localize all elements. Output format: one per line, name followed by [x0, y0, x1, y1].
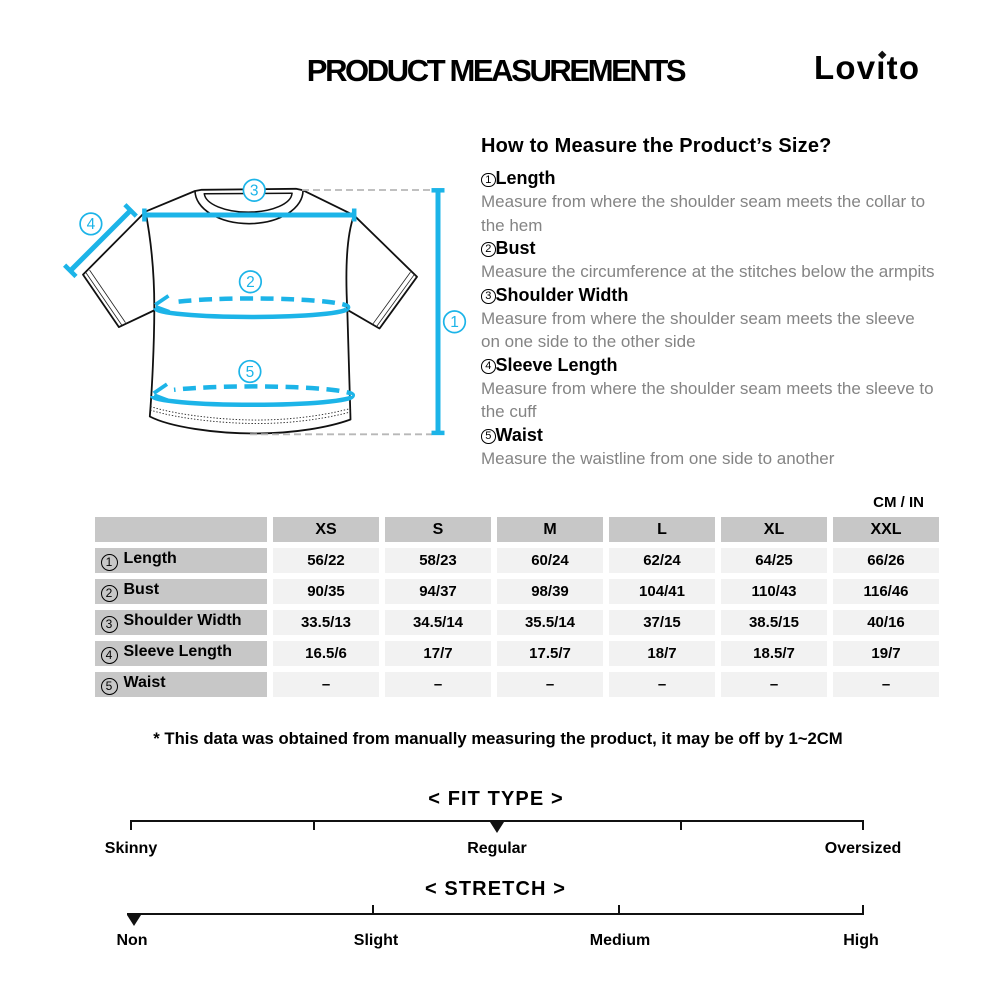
svg-text:1: 1 — [450, 314, 459, 331]
svg-text:3: 3 — [250, 183, 259, 200]
svg-text:2: 2 — [246, 274, 255, 291]
svg-text:4: 4 — [87, 216, 96, 233]
svg-text:5: 5 — [246, 364, 255, 381]
